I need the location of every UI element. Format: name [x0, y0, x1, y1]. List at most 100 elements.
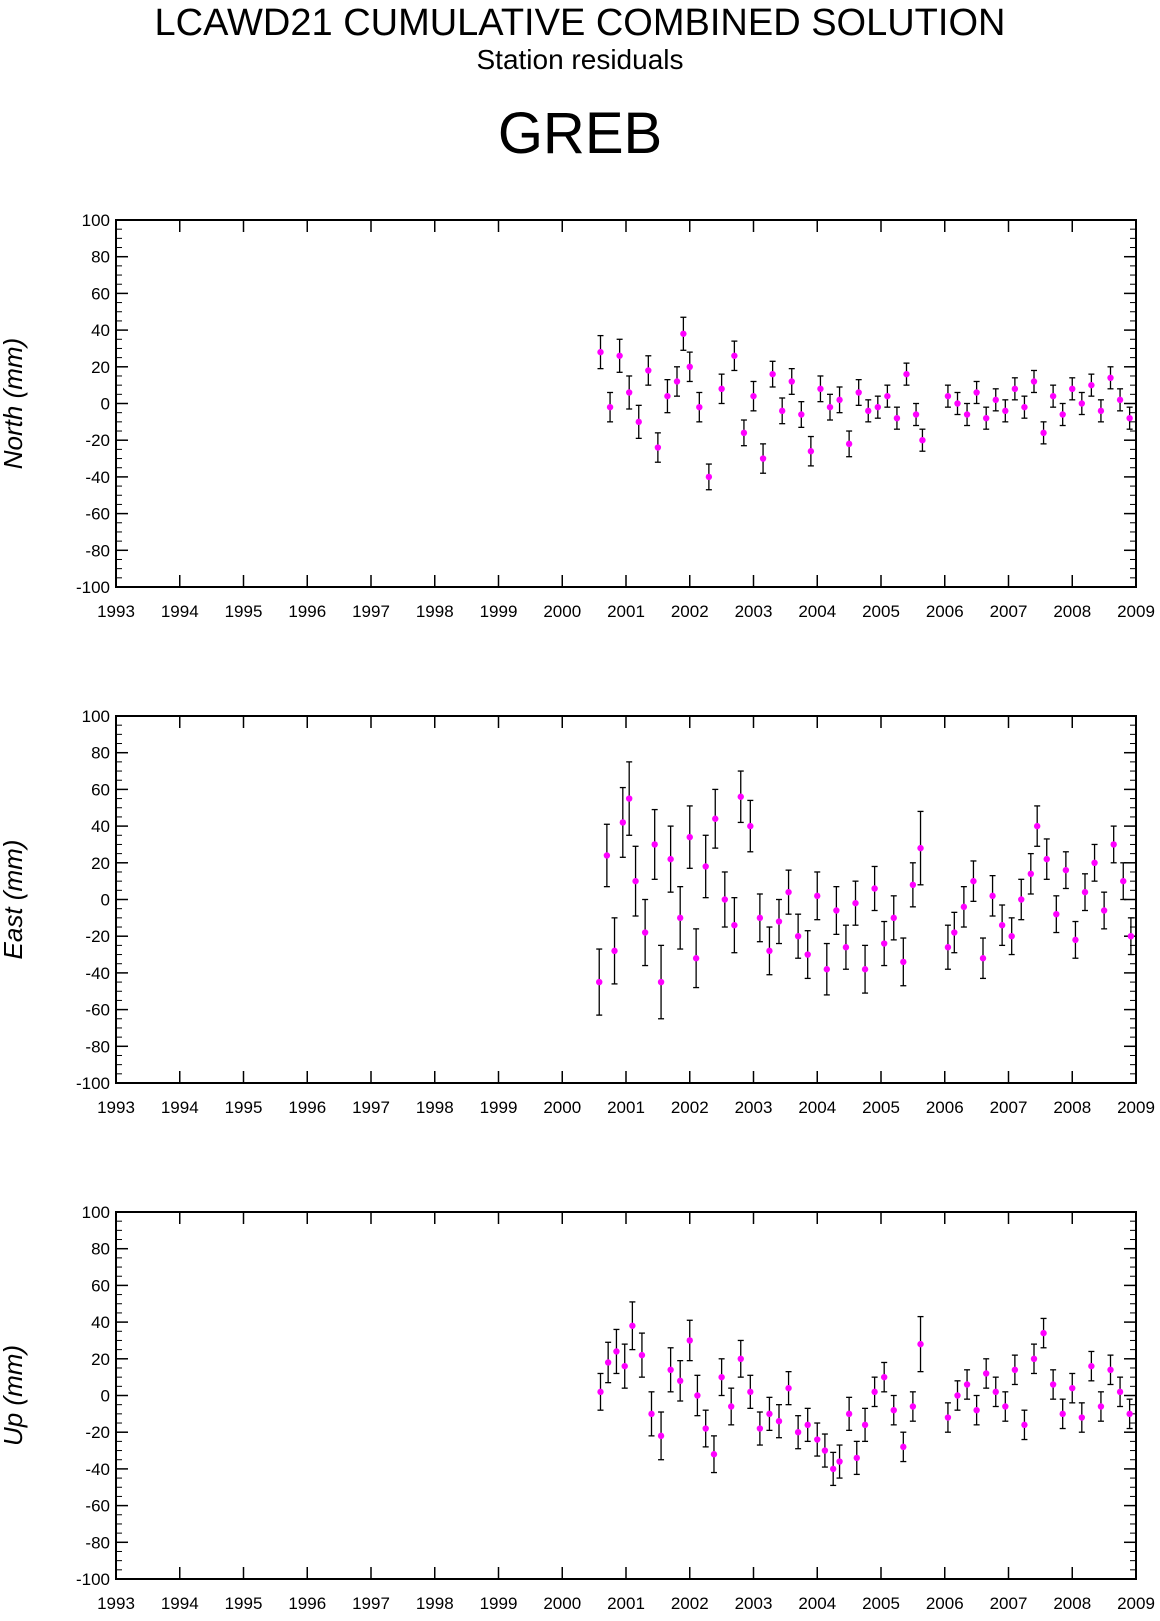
x-tick-label: 2005 — [862, 1594, 900, 1613]
data-point — [1081, 888, 1089, 896]
x-tick-label: 2000 — [543, 602, 581, 621]
y-tick-label: -100 — [76, 1074, 110, 1093]
x-tick-label: 1997 — [352, 602, 390, 621]
y-tick-label: 0 — [101, 395, 110, 414]
data-point — [747, 1388, 754, 1396]
x-tick-label: 2007 — [990, 602, 1028, 621]
data-point — [778, 407, 786, 415]
data-point — [603, 852, 611, 859]
data-point — [676, 1377, 684, 1385]
x-tick-label: 2006 — [926, 602, 964, 621]
x-tick-label: 1993 — [97, 1594, 135, 1613]
data-point — [903, 370, 910, 378]
data-point — [900, 1443, 907, 1451]
data-point — [648, 1410, 655, 1418]
data-point — [951, 929, 958, 936]
data-point — [982, 414, 990, 422]
x-tick-label: 1997 — [352, 1098, 390, 1117]
x-tick-label: 2009 — [1117, 1098, 1155, 1117]
x-tick-label: 2007 — [990, 1098, 1028, 1117]
x-tick-label: 1999 — [480, 602, 518, 621]
x-tick-label: 2007 — [990, 1594, 1028, 1613]
data-point — [998, 921, 1006, 929]
data-point — [597, 348, 604, 356]
data-point — [727, 1403, 735, 1410]
data-point — [629, 1322, 636, 1329]
data-point — [861, 1421, 869, 1429]
x-tick-label: 1999 — [480, 1594, 518, 1613]
y-tick-label: 20 — [91, 854, 110, 873]
y-tick-label: 40 — [91, 321, 110, 340]
x-tick-label: 2003 — [735, 602, 773, 621]
x-tick-label: 2004 — [798, 1594, 836, 1613]
y-tick-label: -20 — [85, 1423, 110, 1442]
data-point — [1040, 1329, 1047, 1337]
data-point — [596, 978, 603, 986]
x-tick-label: 2004 — [798, 1098, 836, 1117]
data-point — [775, 1417, 783, 1425]
data-point — [845, 440, 853, 448]
y-axis-label: East (mm) — [0, 840, 28, 960]
y-axis-label: North (mm) — [0, 338, 28, 469]
data-point — [853, 1454, 860, 1462]
y-tick-label: 100 — [82, 707, 110, 726]
x-tick-label: 2001 — [607, 1594, 645, 1613]
y-tick-label: 0 — [101, 1387, 110, 1406]
x-tick-label: 2003 — [735, 1594, 773, 1613]
data-point — [750, 392, 757, 400]
x-tick-label: 1994 — [161, 602, 199, 621]
y-tick-label: -60 — [85, 505, 110, 524]
data-point — [912, 411, 920, 418]
data-point — [874, 403, 882, 411]
data-point — [680, 330, 687, 337]
data-point — [814, 892, 821, 900]
y-tick-label: -80 — [85, 1037, 110, 1056]
y-tick-label: -20 — [85, 431, 110, 450]
x-tick-label: 1999 — [480, 1098, 518, 1117]
chart-title: LCAWD21 CUMULATIVE COMBINED SOLUTION — [154, 2, 1006, 44]
data-point — [954, 400, 961, 407]
data-point — [960, 903, 968, 911]
y-tick-label: 40 — [91, 1313, 110, 1332]
data-point — [794, 1429, 802, 1436]
data-point — [807, 448, 815, 455]
data-point — [909, 1403, 917, 1410]
x-tick-label: 1997 — [352, 1594, 390, 1613]
data-point — [836, 1458, 843, 1465]
data-point — [944, 392, 952, 400]
data-point — [686, 1337, 693, 1344]
data-point — [654, 444, 662, 451]
x-tick-label: 1996 — [288, 1594, 326, 1613]
data-point — [664, 392, 671, 400]
data-point — [842, 944, 850, 951]
data-point — [992, 1388, 999, 1396]
data-point — [1120, 877, 1127, 885]
data-point — [982, 1370, 990, 1377]
data-point — [1127, 933, 1135, 940]
y-tick-label: -80 — [85, 541, 110, 560]
data-point — [1078, 400, 1086, 407]
data-point — [1008, 933, 1015, 940]
data-point — [673, 378, 681, 385]
y-tick-label: -40 — [85, 468, 110, 487]
data-point — [785, 1384, 792, 1392]
data-point — [1062, 866, 1070, 874]
data-point — [900, 958, 907, 966]
data-point — [919, 437, 926, 444]
data-point — [821, 1447, 829, 1454]
data-point — [970, 877, 977, 885]
data-point — [823, 966, 831, 973]
data-point — [833, 907, 840, 914]
y-tick-label: 0 — [101, 891, 110, 910]
station-name: GREB — [497, 101, 663, 166]
data-point — [710, 1451, 718, 1458]
x-tick-label: 1995 — [225, 1098, 263, 1117]
x-tick-label: 2003 — [735, 1098, 773, 1117]
x-tick-label: 1998 — [416, 1098, 454, 1117]
x-tick-label: 2001 — [607, 602, 645, 621]
x-tick-label: 1995 — [225, 602, 263, 621]
data-point — [944, 944, 952, 951]
data-point — [944, 1414, 952, 1421]
data-point — [814, 1436, 821, 1443]
